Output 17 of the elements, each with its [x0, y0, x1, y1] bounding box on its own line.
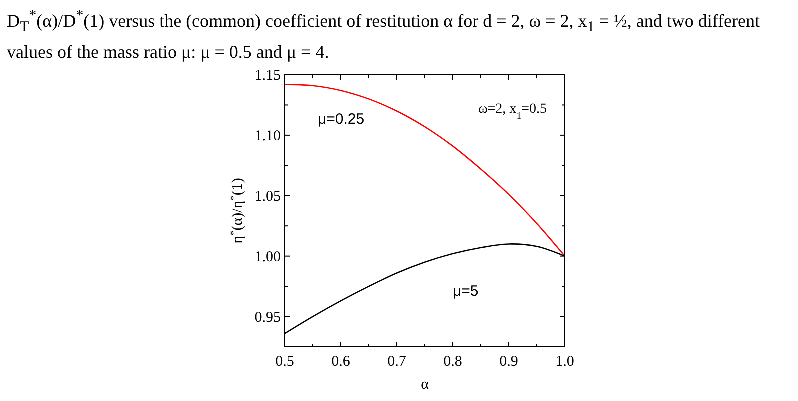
y-tick-label: 1.15	[254, 68, 281, 84]
y-tick-label: 1.10	[254, 128, 281, 144]
y-tick-label: 0.95	[254, 310, 281, 326]
series-label: μ=5	[453, 282, 479, 300]
x-axis-title: α	[421, 377, 430, 393]
x-tick-label: 0.6	[332, 354, 351, 370]
x-tick-label: 0.5	[276, 354, 294, 370]
y-tick-label: 1.00	[254, 249, 281, 266]
x-tick-label: 1.0	[556, 354, 574, 370]
line-series	[284, 84, 566, 257]
x-tick-label: 0.8	[444, 354, 462, 370]
text: D$_{T}$$^{*}$(α)/D$^{*}$(1) versus the (common) coefficient of restitution α for d = 2, ω = 2, x$_{1}$ = ½, and two different values of the mass ratio μ: μ = 0.5 and μ = 4.	[7, 8, 760, 62]
y-tick-label: 1.05	[254, 188, 281, 205]
series-label: μ=0.25	[318, 110, 365, 128]
x-tick-label: 0.9	[500, 354, 518, 370]
annotation: ω=2, x$_{1}$=0.5	[478, 102, 547, 122]
x-tick-label: 0.7	[388, 354, 407, 370]
